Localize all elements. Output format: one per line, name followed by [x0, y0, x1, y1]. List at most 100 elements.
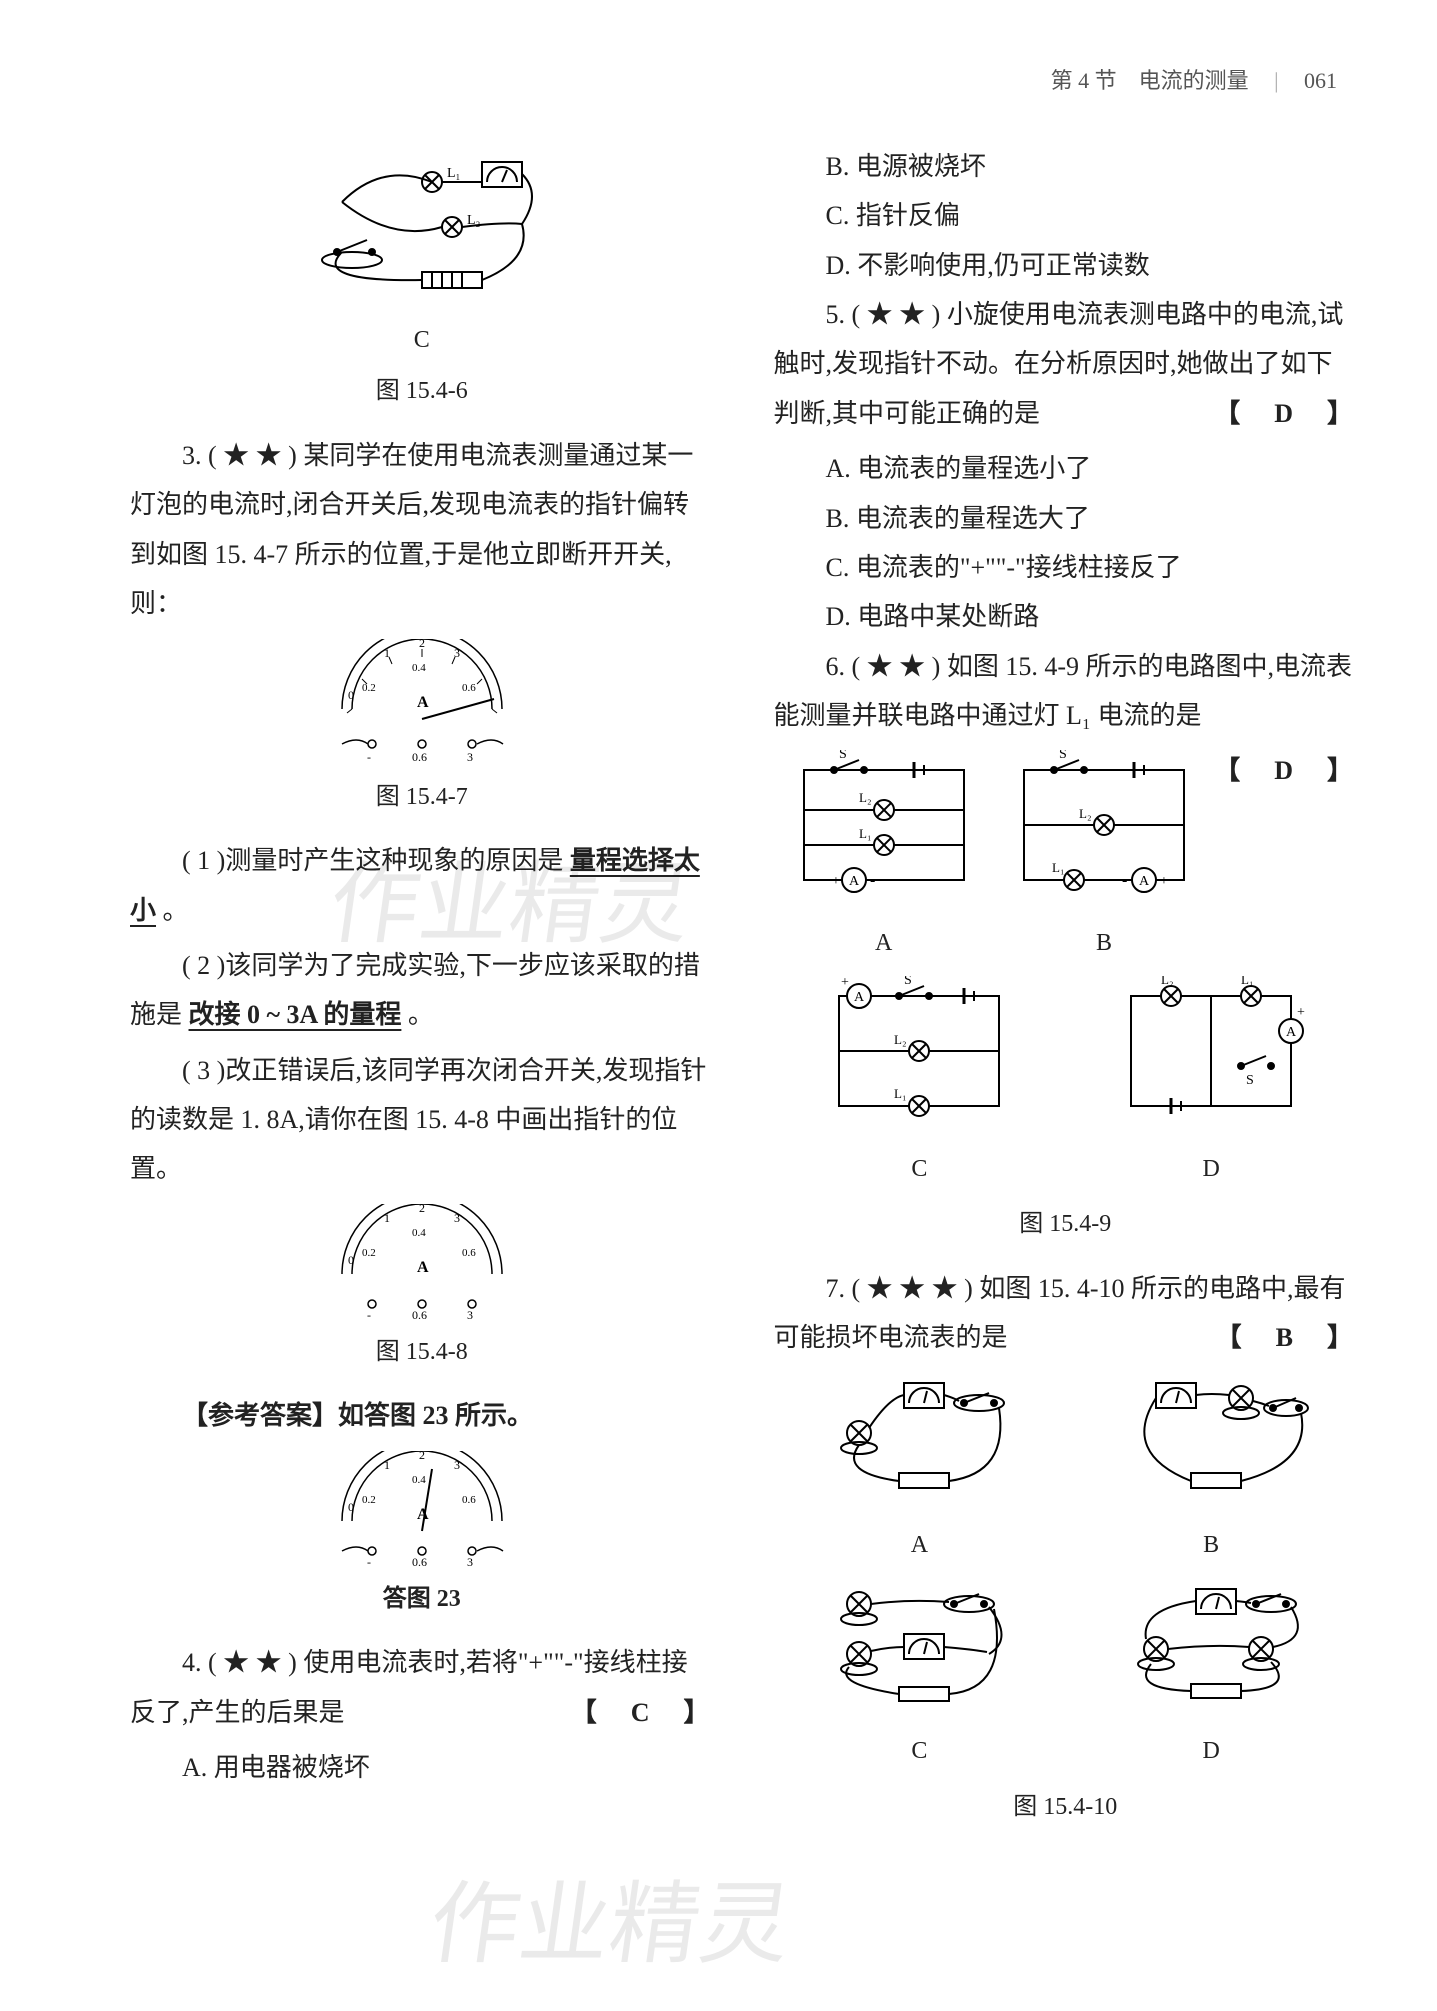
figure-15-4-10-row1: A B: [774, 1373, 1358, 1569]
svg-text:L₂: L₂: [1079, 806, 1091, 821]
header-separator: |: [1274, 68, 1278, 93]
page-header: 第 4 节 电流的测量 | 061: [130, 60, 1357, 102]
figure-15-4-9-row1: S L₂ L₁ A + - A: [774, 750, 1215, 966]
svg-text:2: 2: [419, 639, 425, 650]
svg-text:-: -: [367, 750, 371, 764]
q4-stem: 4. ( ★ ★ ) 使用电流表时,若将"+""-"接线柱接反了,产生的后果是 …: [130, 1638, 714, 1737]
svg-text:3: 3: [467, 750, 473, 764]
svg-text:0.2: 0.2: [362, 1247, 376, 1259]
svg-text:2: 2: [419, 1204, 425, 1215]
svg-text:0.4: 0.4: [412, 1227, 426, 1239]
q3-part2-answer: 改接 0 ~ 3A 的量程: [189, 1000, 402, 1029]
svg-text:L₁: L₁: [1241, 976, 1253, 987]
svg-text:0.6: 0.6: [412, 750, 427, 764]
svg-text:L₁: L₁: [1052, 860, 1064, 875]
q6-stem: 6. ( ★ ★ ) 如图 15. 4-9 所示的电路图中,电流表能测量并联电路…: [774, 642, 1358, 741]
svg-text:L₁: L₁: [859, 826, 871, 841]
svg-text:A: A: [1286, 1025, 1297, 1040]
figure-15-4-6: L₁ L₂: [130, 152, 714, 415]
svg-text:A: A: [417, 694, 429, 711]
svg-text:A: A: [849, 874, 860, 889]
svg-text:S: S: [839, 750, 847, 762]
q7-label-b: B: [1101, 1523, 1321, 1569]
q7-answer: 【 B 】: [1164, 1313, 1357, 1362]
q4-answer: 【 C 】: [519, 1688, 714, 1737]
svg-text:0.6: 0.6: [412, 1308, 427, 1322]
q5-option-b: B. 电流表的量程选大了: [774, 494, 1358, 543]
svg-text:A: A: [417, 1259, 429, 1276]
q4-option-b: B. 电源被烧坏: [774, 142, 1358, 191]
q7-label-a: A: [809, 1523, 1029, 1569]
q6-label-a: A: [784, 921, 984, 967]
q5-option-d: D. 电路中某处断路: [774, 592, 1358, 641]
answer-figure-23-caption: 答图 23: [130, 1577, 714, 1623]
svg-text:L₁: L₁: [447, 166, 460, 181]
q7-label-c: C: [809, 1729, 1029, 1775]
figure-15-4-9-row2: A + S L₂ L₁ C L₂: [774, 976, 1358, 1192]
svg-text:0.2: 0.2: [362, 1494, 376, 1506]
page-number: 061: [1304, 68, 1337, 93]
svg-text:3: 3: [467, 1308, 473, 1322]
q4-option-c: C. 指针反偏: [774, 191, 1358, 240]
figure-15-4-10-caption: 图 15.4-10: [774, 1785, 1358, 1831]
svg-text:0.4: 0.4: [412, 662, 426, 674]
watermark: 作业精灵: [418, 1840, 802, 2011]
q6-answer: 【 D 】: [1214, 746, 1357, 795]
svg-text:3: 3: [454, 1458, 460, 1472]
svg-text:3: 3: [454, 646, 460, 660]
svg-text:2: 2: [419, 1451, 425, 1462]
svg-text:0.6: 0.6: [462, 1494, 476, 1506]
q5-stem: 5. ( ★ ★ ) 小旋使用电流表测电路中的电流,试触时,发现指针不动。在分析…: [774, 290, 1358, 438]
svg-text:0.6: 0.6: [462, 682, 476, 694]
left-column: L₁ L₂: [130, 142, 714, 1847]
q4-option-a: A. 用电器被烧坏: [130, 1743, 714, 1792]
svg-text:-: -: [367, 1555, 371, 1569]
svg-text:L₂: L₂: [894, 1032, 906, 1047]
svg-text:S: S: [1059, 750, 1067, 762]
answer-figure-23: 0 1 2 3 0.2 0.4 0.6 A - 0.6 3 答图 23: [130, 1451, 714, 1623]
figure-15-4-7: 0 1 2 3 0.2 0.4 0.6 A - 0.6 3 图 15.4-7: [130, 639, 714, 821]
q7-stem: 7. ( ★ ★ ★ ) 如图 15. 4-10 所示的电路中,最有可能损坏电流…: [774, 1264, 1358, 1363]
svg-text:A: A: [1139, 874, 1150, 889]
svg-text:1: 1: [384, 1211, 390, 1225]
right-column: B. 电源被烧坏 C. 指针反偏 D. 不影响使用,仍可正常读数 5. ( ★ …: [774, 142, 1358, 1847]
svg-text:0.2: 0.2: [362, 682, 376, 694]
svg-text:+: +: [832, 874, 840, 889]
svg-text:-: -: [1122, 872, 1127, 889]
svg-text:+: +: [841, 976, 849, 990]
q7-label-d: D: [1101, 1729, 1321, 1775]
svg-text:3: 3: [454, 1211, 460, 1225]
figure-15-4-8-caption: 图 15.4-8: [130, 1330, 714, 1376]
q4-option-d: D. 不影响使用,仍可正常读数: [774, 241, 1358, 290]
svg-text:L₂: L₂: [859, 790, 871, 805]
figure-15-4-8: 0 1 2 3 0.2 0.4 0.6 A - 0.6 3 图 15.4-8: [130, 1204, 714, 1376]
svg-text:0: 0: [348, 1253, 354, 1267]
q5-option-a: A. 电流表的量程选小了: [774, 444, 1358, 493]
svg-text:-: -: [870, 872, 875, 889]
svg-text:0.4: 0.4: [412, 1474, 426, 1486]
q3-part1-pre: ( 1 )测量时产生这种现象的原因是: [182, 846, 563, 875]
svg-text:0: 0: [348, 1500, 354, 1514]
q6-label-d: D: [1111, 1147, 1311, 1193]
q5-option-c: C. 电流表的"+""-"接线柱接反了: [774, 543, 1358, 592]
svg-text:A: A: [854, 990, 865, 1005]
svg-text:0.6: 0.6: [462, 1247, 476, 1259]
q6-label-c: C: [819, 1147, 1019, 1193]
figure-15-4-9-caption: 图 15.4-9: [774, 1202, 1358, 1248]
figure-15-4-10-row2: C D: [774, 1579, 1358, 1775]
svg-text:-: -: [367, 1308, 371, 1322]
q3-part1-post: 。: [163, 896, 189, 925]
figure-c-label: C: [130, 318, 714, 364]
svg-text:L₁: L₁: [894, 1086, 906, 1101]
figure-15-4-7-caption: 图 15.4-7: [130, 775, 714, 821]
svg-text:1: 1: [384, 1458, 390, 1472]
svg-text:1: 1: [384, 646, 390, 660]
svg-text:+: +: [1297, 1005, 1305, 1020]
svg-text:0: 0: [348, 688, 354, 702]
svg-text:S: S: [904, 976, 912, 988]
breadcrumb: 第 4 节 电流的测量: [1051, 68, 1249, 93]
q5-answer: 【 D 】: [1162, 389, 1357, 438]
q3-part1: ( 1 )测量时产生这种现象的原因是 量程选择太小 。: [130, 836, 714, 935]
q3-stem: 3. ( ★ ★ ) 某同学在使用电流表测量通过某一灯泡的电流时,闭合开关后,发…: [130, 431, 714, 629]
q3-part3: ( 3 )改正错误后,该同学再次闭合开关,发现指针的读数是 1. 8A,请你在图…: [130, 1046, 714, 1194]
